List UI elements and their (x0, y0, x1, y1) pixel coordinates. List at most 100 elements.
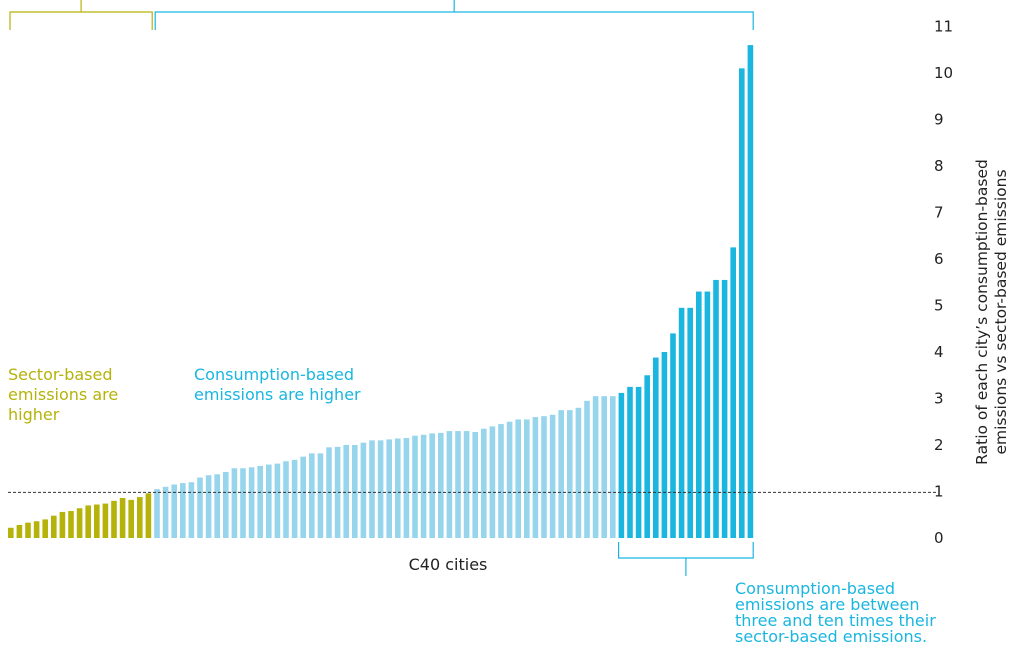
annotation-line: Consumption-based (194, 365, 354, 384)
bar-consumption-higher (420, 434, 427, 538)
bar-consumption-higher (231, 468, 238, 538)
bar-consumption-higher (446, 431, 453, 538)
bar-consumption-higher (429, 433, 435, 539)
annotation-line: emissions are (8, 385, 118, 404)
bar-consumption-3-to-10x (713, 279, 719, 538)
y-tick-label: 0 (934, 529, 944, 547)
bar-consumption-higher (309, 453, 315, 538)
bar-sector-higher (68, 511, 74, 538)
bar-consumption-higher (455, 431, 461, 538)
y-tick-label: 5 (934, 297, 944, 315)
bar-sector-higher (128, 499, 134, 538)
bar-consumption-higher (248, 467, 255, 538)
annotation-line: emissions are higher (194, 385, 361, 404)
bar-consumption-3-to-10x (627, 386, 633, 539)
bar-consumption-higher (601, 396, 607, 538)
bar-consumption-higher (567, 410, 573, 539)
bar-sector-higher (85, 505, 91, 538)
bar-consumption-higher (386, 439, 392, 538)
y-tick-label: 6 (934, 250, 944, 268)
bar-consumption-higher (266, 464, 272, 538)
bar-sector-higher (94, 504, 100, 538)
bar-sector-higher (76, 508, 83, 538)
bar-consumption-higher (472, 431, 478, 538)
bar-consumption-higher (180, 483, 186, 538)
bar-consumption-higher (438, 432, 444, 538)
bar-consumption-higher (412, 435, 418, 538)
bar-consumption-higher (395, 438, 401, 538)
bar-consumption-higher (162, 486, 169, 538)
bar-consumption-higher (240, 468, 246, 538)
annotation-line: higher (8, 405, 60, 424)
bar-consumption-3-to-10x (618, 392, 625, 538)
y-tick-label: 1 (934, 483, 944, 501)
bar-consumption-higher (592, 396, 599, 538)
y-tick-label: 3 (934, 390, 944, 408)
bar-consumption-higher (300, 456, 306, 539)
bar-consumption-higher (205, 475, 212, 539)
y-axis-ticks: 0 1 2 3 4 5 6 7 8 9 10 11 (934, 18, 953, 548)
annotation-line: sector-based emissions. (735, 627, 927, 646)
bar-consumption-3-to-10x (739, 68, 745, 538)
bar-consumption-higher (214, 474, 220, 539)
bar-sector-higher (51, 515, 57, 538)
bar-consumption-higher (584, 400, 590, 538)
bar-consumption-higher (291, 459, 298, 538)
bar-consumption-higher (575, 407, 582, 538)
bar-consumption-higher (481, 428, 487, 539)
bar-consumption-higher (257, 465, 263, 539)
bar-consumption-higher (274, 463, 281, 538)
bar-consumption-higher (463, 431, 470, 538)
bar-sector-higher (111, 500, 117, 538)
bar-consumption-higher (489, 426, 496, 538)
annotation-line: emissions are between (735, 595, 920, 614)
bar-consumption-higher (515, 419, 521, 538)
top-bracket (9, 11, 153, 30)
bar-consumption-3-to-10x (730, 247, 736, 539)
annotation-line: Sector-based (8, 365, 112, 384)
bar-consumption-3-to-10x (696, 291, 702, 538)
bar-consumption-higher (506, 421, 513, 538)
bar-consumption-3-to-10x (661, 352, 668, 538)
y-tick-label: 9 (934, 111, 944, 129)
y-tick-label: 4 (934, 343, 944, 361)
bottom-bracket (618, 542, 754, 559)
bar-sector-higher (59, 511, 66, 538)
y-tick-label: 2 (934, 436, 944, 454)
bar-consumption-higher (343, 445, 349, 538)
bar-sector-higher (137, 497, 143, 538)
y-axis-label-line2: emissions vs sector-based emissions (992, 169, 1010, 454)
y-tick-label: 8 (934, 157, 944, 175)
bar-consumption-higher (532, 417, 539, 538)
x-axis-label: C40 cities (409, 555, 488, 574)
bar-consumption-higher (197, 477, 203, 538)
bar-consumption-higher (403, 438, 410, 538)
bar-sector-higher (42, 519, 48, 538)
y-tick-label: 11 (934, 18, 953, 36)
bar-consumption-3-to-10x (670, 333, 676, 538)
bar-consumption-3-to-10x (747, 45, 754, 538)
bar-consumption-higher (524, 419, 530, 538)
bar-consumption-higher (360, 442, 367, 538)
bar-consumption-higher (369, 440, 375, 538)
bar-sector-higher (102, 503, 109, 538)
bar-consumption-higher (188, 482, 195, 538)
bar-consumption-3-to-10x (678, 307, 685, 538)
bar-consumption-3-to-10x (653, 357, 659, 538)
y-tick-label: 7 (934, 204, 944, 222)
bar-sector-higher (16, 524, 23, 538)
bar-consumption-3-to-10x (687, 307, 693, 538)
bar-consumption-higher (317, 453, 324, 538)
bar-sector-higher (8, 527, 14, 538)
bar-sector-higher (119, 498, 126, 538)
bar-consumption-higher (171, 484, 177, 538)
annotation-line: Consumption-based (735, 579, 895, 598)
bar-sector-higher (33, 521, 40, 538)
bar-consumption-higher (352, 445, 358, 538)
bar-consumption-3-to-10x (635, 386, 642, 539)
bar-sector-higher (25, 522, 31, 538)
bar-consumption-higher (549, 414, 556, 538)
